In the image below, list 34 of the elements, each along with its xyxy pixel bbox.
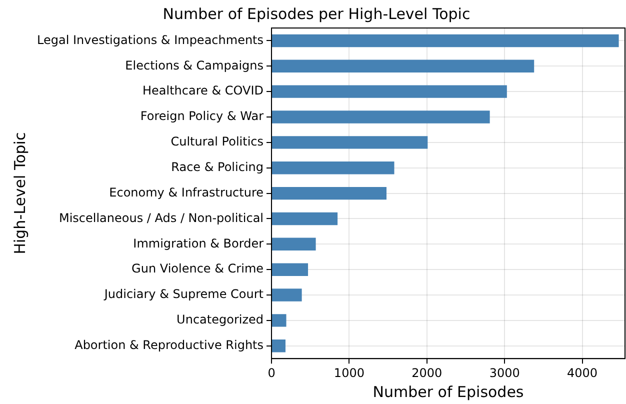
x-tick-label: 4000: [566, 366, 598, 380]
y-tick-label: Judiciary & Supreme Court: [103, 287, 264, 302]
bar: [272, 263, 308, 276]
bar: [272, 314, 286, 327]
y-tick-label: Foreign Policy & War: [140, 109, 264, 124]
bar: [272, 288, 302, 302]
bar: [272, 34, 619, 48]
y-tick-label: Elections & Campaigns: [125, 58, 264, 72]
bar: [272, 60, 534, 73]
y-tick-label: Uncategorized: [176, 312, 264, 327]
y-tick-label: Gun Violence & Crime: [132, 262, 264, 276]
bar: [272, 186, 386, 200]
bar: [272, 136, 428, 149]
y-tick-label: Legal Investigations & Impeachments: [36, 32, 264, 47]
bar: [272, 162, 394, 174]
x-axis-title: Number of Episodes: [372, 382, 524, 401]
y-axis-title: High-Level Topic: [10, 132, 29, 254]
x-tick-label: 3000: [489, 366, 520, 380]
x-tick-label: 0: [268, 366, 276, 380]
bar: [272, 238, 316, 251]
bar: [272, 110, 490, 124]
y-tick-label: Race & Policing: [171, 160, 264, 174]
bar: [272, 85, 507, 98]
x-tick-label: 2000: [412, 366, 442, 380]
bar: [272, 340, 286, 352]
y-tick-label: Abortion & Reproductive Rights: [74, 338, 264, 352]
y-tick-label: Cultural Politics: [170, 134, 264, 149]
y-tick-label: Immigration & Border: [133, 236, 264, 250]
y-tick-label: Healthcare & COVID: [142, 84, 264, 98]
chart-title: Number of Episodes per High-Level Topic: [162, 4, 470, 23]
y-tick-label: Economy & Infrastructure: [109, 185, 264, 200]
bar: [272, 212, 338, 226]
y-tick-label: Miscellaneous / Ads / Non-political: [58, 210, 264, 225]
x-tick-label: 1000: [334, 366, 364, 380]
